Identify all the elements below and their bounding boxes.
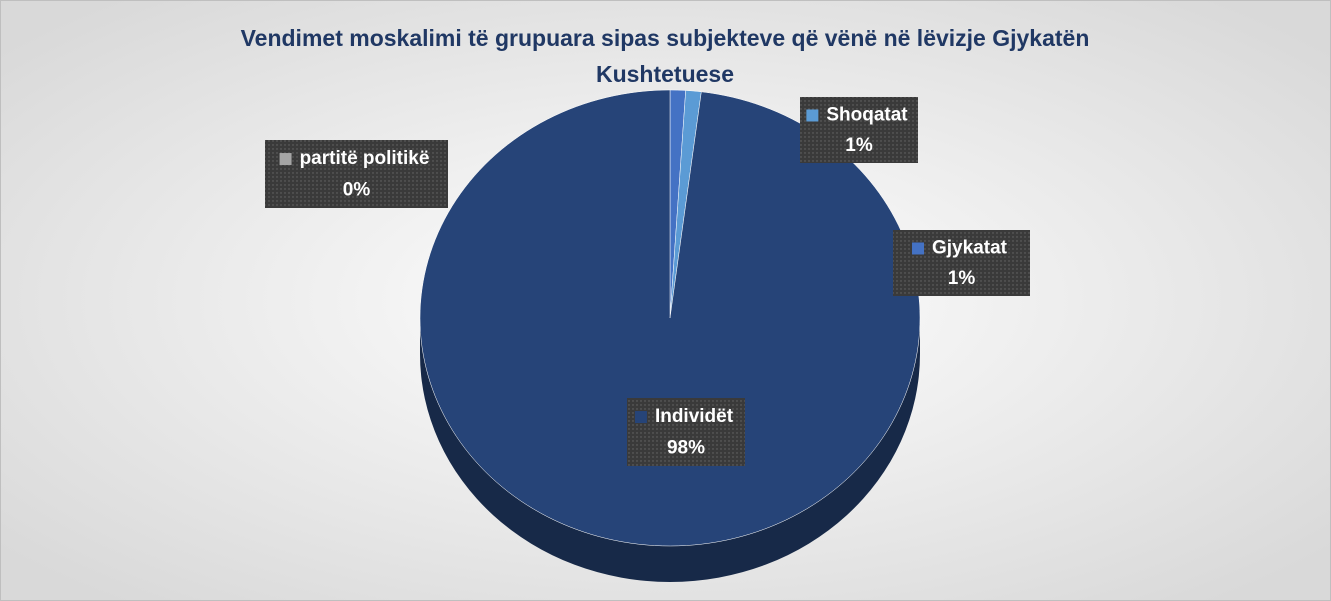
label-value: 1% (845, 135, 873, 156)
label-category: Individët (655, 406, 734, 427)
label-value: 0% (343, 179, 371, 200)
legend-marker (634, 411, 647, 424)
label-category: Shoqatat (826, 104, 908, 125)
label-box (627, 398, 745, 466)
data-label: Individët 98% (627, 398, 745, 466)
chart-title: Kushtetuese (596, 61, 734, 87)
legend-marker (806, 109, 819, 122)
data-label: partitë politikë 0% (265, 140, 448, 208)
chart-title: Vendimet moskalimi të grupuara sipas sub… (241, 25, 1090, 51)
data-label: Shoqatat 1% (800, 97, 918, 163)
legend-marker (912, 242, 925, 255)
label-box (893, 230, 1030, 296)
label-box (800, 97, 918, 163)
label-box (265, 140, 448, 208)
slice-side (420, 318, 920, 582)
label-category: Gjykatat (932, 237, 1008, 258)
slice-top (419, 89, 921, 547)
label-category: partitë politikë (300, 148, 430, 169)
label-value: 1% (948, 268, 976, 289)
legend-marker (279, 153, 292, 166)
data-label: Gjykatat 1% (893, 230, 1030, 296)
pie-slice (419, 89, 921, 582)
label-value: 98% (667, 437, 705, 458)
